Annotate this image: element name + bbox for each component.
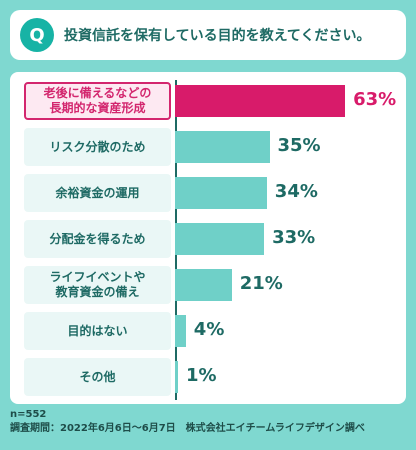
value-label: 34% xyxy=(274,181,318,202)
category-label: 余裕資金の運用 xyxy=(24,174,171,212)
bar xyxy=(175,361,178,393)
value-label: 21% xyxy=(239,273,283,294)
category-label: リスク分散のため xyxy=(24,128,171,166)
value-label: 33% xyxy=(272,227,316,248)
chart-row: その他 1% xyxy=(10,358,406,398)
sample-size: n=552 xyxy=(10,409,47,420)
question-text: 投資信託を保有している目的を教えてください。 xyxy=(64,28,371,44)
bar xyxy=(175,177,267,209)
category-label: 分配金を得るため xyxy=(24,220,171,258)
bar xyxy=(175,223,265,255)
value-label: 1% xyxy=(186,365,217,386)
bar xyxy=(175,85,346,117)
category-label: ライフイベントや 教育資金の備え xyxy=(24,266,171,304)
footer: n=552 調査期間：2022年6月6日〜6月7日 株式会社エイチームライフデザ… xyxy=(10,408,365,435)
chart-row: 余裕資金の運用 34% xyxy=(10,174,406,214)
value-label: 63% xyxy=(353,89,397,110)
category-label: その他 xyxy=(24,358,171,396)
category-label: 老後に備えるなどの 長期的な資産形成 xyxy=(24,82,171,120)
value-label: 35% xyxy=(277,135,321,156)
chart-row: リスク分散のため 35% xyxy=(10,128,406,168)
bar-chart: 老後に備えるなどの 長期的な資産形成 63% リスク分散のため 35% 余裕資金の運用 3… xyxy=(10,72,406,404)
value-label: 4% xyxy=(193,319,225,340)
chart-row: 分配金を得るため 33% xyxy=(10,220,406,260)
chart-row: ライフイベントや 教育資金の備え 21% xyxy=(10,266,406,306)
survey-source: 調査期間：2022年6月6日〜6月7日 株式会社エイチームライフデザイン調べ xyxy=(10,422,365,434)
chart-row: 目的はない 4% xyxy=(10,312,406,352)
chart-row: 老後に備えるなどの 長期的な資産形成 63% xyxy=(10,82,406,122)
bar xyxy=(175,315,186,347)
bar xyxy=(175,131,270,163)
category-label: 目的はない xyxy=(24,312,171,350)
q-badge: Q xyxy=(20,18,54,52)
question-header: Q 投資信託を保有している目的を教えてください。 xyxy=(10,10,406,60)
bar xyxy=(175,269,232,301)
